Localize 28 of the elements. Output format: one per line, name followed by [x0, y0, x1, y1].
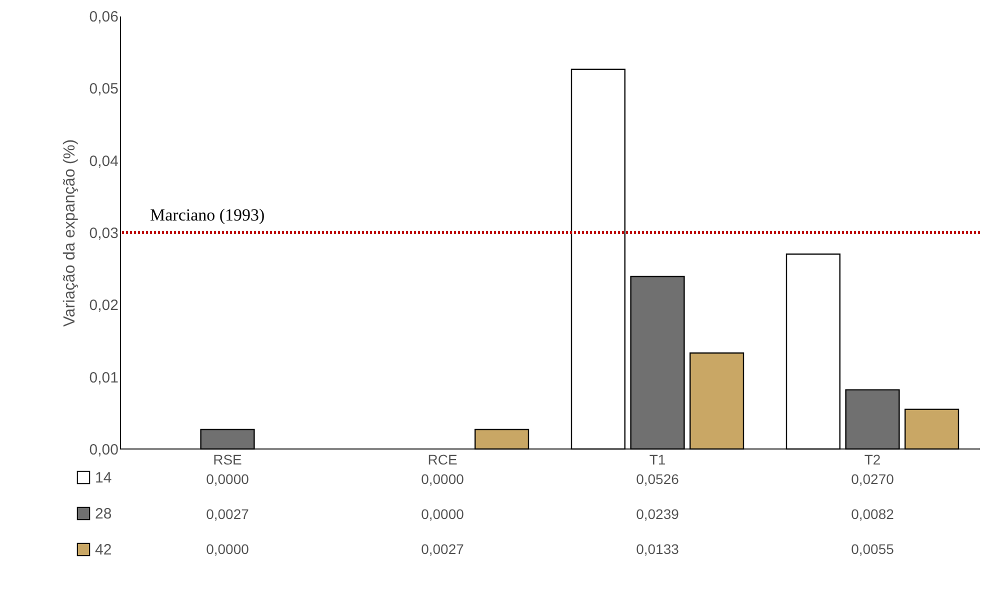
data-label: 0,0133 — [636, 541, 680, 557]
data-label: 0,0027 — [421, 541, 464, 557]
data-label: 0,0000 — [206, 471, 250, 487]
x-tick-label: T1 — [649, 452, 666, 468]
data-label: 0,0055 — [851, 541, 894, 557]
data-label: 0,0000 — [206, 541, 250, 557]
data-label: 0,0082 — [851, 506, 894, 522]
y-tick-label: 0,04 — [89, 152, 118, 170]
x-tick-label: RCE — [428, 452, 458, 468]
x-tick-label: RSE — [213, 452, 242, 468]
legend-label: 28 — [95, 506, 112, 522]
y-axis-title: Variação da expanção (%) — [61, 139, 78, 327]
data-label: 0,0000 — [421, 506, 464, 522]
y-tick-label: 0,06 — [89, 8, 118, 26]
legend-label: 42 — [95, 542, 112, 558]
data-label: 0,0000 — [421, 471, 464, 487]
y-tick-label: 0,02 — [89, 297, 118, 314]
data-label: 0,0270 — [851, 471, 894, 487]
data-label: 0,0027 — [206, 506, 250, 522]
y-tick-label: 0,00 — [89, 442, 118, 458]
data-label: 0,0239 — [636, 506, 680, 522]
ref-line-label: Marciano (1993) — [150, 206, 265, 224]
data-label: 0,0526 — [636, 471, 680, 487]
y-tick-label: 0,03 — [89, 225, 118, 242]
x-tick-label: T2 — [864, 452, 881, 468]
y-tick-label: 0,01 — [89, 369, 118, 386]
y-tick-label: 0,05 — [89, 80, 118, 98]
legend-label: 14 — [95, 470, 112, 486]
